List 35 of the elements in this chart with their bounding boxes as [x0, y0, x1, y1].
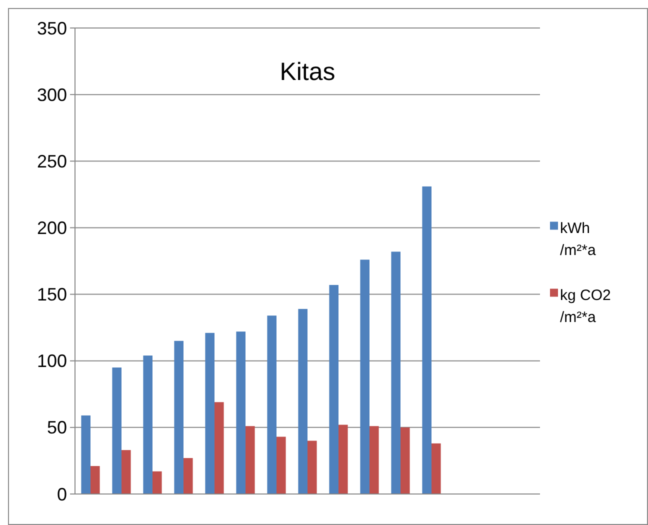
bar: [360, 260, 370, 494]
legend-label: kWh /m²*a: [560, 220, 596, 259]
bar: [184, 458, 193, 494]
bar: [329, 284, 338, 494]
bar: [205, 332, 214, 494]
legend-label: kg CO2 /m²*a: [560, 286, 611, 326]
bar: [400, 427, 410, 494]
bar: [236, 332, 246, 494]
y-tick-label: 300: [36, 84, 67, 105]
bar: [214, 402, 224, 494]
y-tick-label: 250: [36, 151, 67, 172]
bar: [338, 424, 348, 494]
bar: [152, 471, 162, 494]
bar: [308, 440, 317, 494]
y-tick-label: 0: [56, 484, 67, 504]
bar: [90, 466, 100, 494]
bar: [143, 356, 152, 494]
bar: [112, 368, 122, 494]
bar: [122, 450, 131, 494]
bar: [298, 308, 308, 494]
y-tick-label: 100: [36, 351, 67, 372]
text: Kitas: [280, 58, 336, 86]
bar: [81, 415, 90, 494]
bar: [276, 436, 286, 494]
bar: [246, 426, 255, 494]
y-tick-label: 150: [36, 284, 67, 305]
y-tick-label: 200: [36, 218, 67, 238]
bar: [432, 443, 441, 494]
bar: [422, 186, 432, 494]
bar: [174, 340, 184, 494]
bar: [267, 316, 276, 494]
y-tick-label: 50: [46, 418, 67, 438]
bar: [370, 426, 379, 494]
bar: [391, 252, 400, 494]
y-tick-label: 350: [36, 18, 67, 38]
